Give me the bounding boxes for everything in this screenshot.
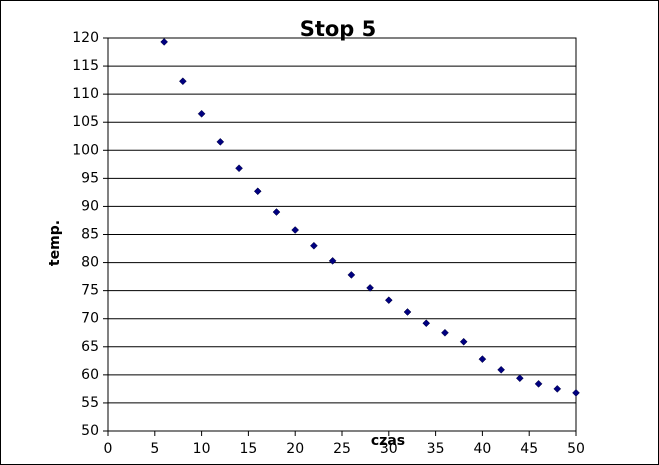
point: [515, 374, 524, 383]
x-tick-label: 25: [333, 441, 351, 457]
point: [497, 365, 505, 374]
x-axis-label: czas: [371, 433, 405, 449]
y-tick-label: 110: [72, 86, 99, 102]
y-tick-label: 75: [81, 283, 99, 299]
x-tick-label: 20: [286, 441, 304, 457]
y-tick-label: 120: [72, 30, 99, 46]
point: [253, 187, 262, 196]
point: [310, 241, 318, 250]
y-tick-label: 115: [72, 58, 99, 74]
x-tick-label: 45: [520, 441, 538, 457]
point: [366, 283, 374, 292]
point: [534, 379, 543, 388]
x-tick-label: 40: [473, 441, 491, 457]
y-tick-label: 60: [81, 367, 99, 383]
chart-title: Stop 5: [300, 17, 377, 41]
y-axis-label: temp.: [47, 220, 63, 266]
x-tick-label: 0: [104, 441, 113, 457]
point: [403, 308, 412, 316]
point: [422, 319, 431, 328]
point: [272, 208, 281, 216]
point: [572, 388, 580, 397]
x-tick-label: 30: [380, 441, 398, 457]
x-tick-label: 15: [239, 441, 257, 457]
y-tick-label: 50: [81, 423, 99, 439]
point: [478, 355, 487, 363]
point: [441, 328, 449, 337]
point: [197, 109, 206, 118]
point: [179, 77, 187, 86]
y-tick-label: 85: [81, 227, 99, 243]
plot-border: [107, 37, 577, 432]
y-tick-label: 65: [81, 339, 99, 355]
point: [216, 138, 225, 146]
point: [347, 271, 356, 279]
y-tick-label: 105: [72, 114, 99, 130]
y-tick-label: 55: [81, 395, 99, 411]
point: [235, 164, 243, 173]
point: [384, 296, 393, 305]
x-tick-label: 35: [427, 441, 445, 457]
y-tick-label: 70: [81, 311, 99, 327]
x-tick-label: 50: [567, 441, 585, 457]
point: [459, 337, 468, 346]
y-tick-label: 80: [81, 255, 99, 271]
point: [553, 385, 562, 393]
y-tick-label: 100: [72, 142, 99, 158]
point: [328, 257, 337, 265]
x-tick-label: 5: [150, 441, 159, 457]
y-tick-label: 95: [81, 170, 99, 186]
y-tick-label: 90: [81, 198, 99, 214]
point: [291, 226, 300, 234]
x-tick-label: 10: [193, 441, 211, 457]
point: [160, 38, 169, 46]
